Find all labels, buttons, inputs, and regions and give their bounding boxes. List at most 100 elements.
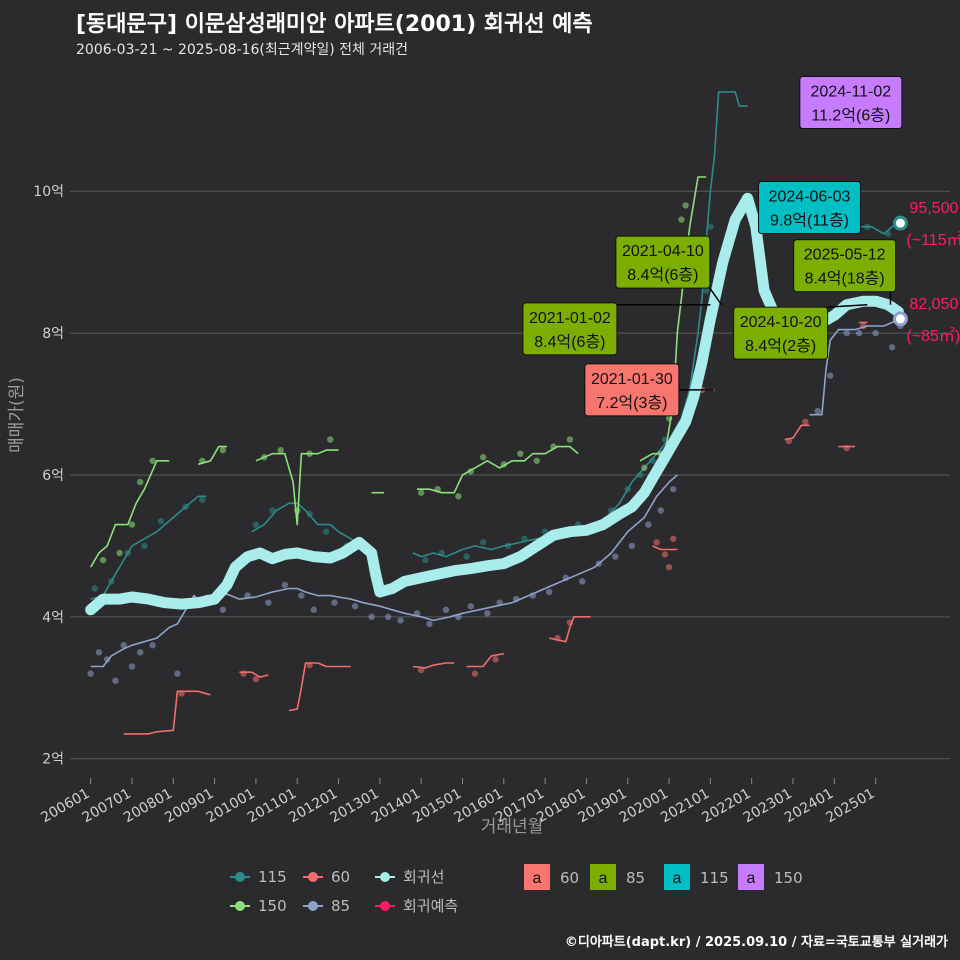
y-axis-title: 매매가(원) [7,377,27,453]
series-60-line [239,671,269,678]
series-60-line [412,662,455,669]
legend-label: 회귀예측 [403,897,458,915]
annotation-leader [709,287,723,306]
annotation-price: 8.4억(18층) [805,270,885,288]
series-150-point [99,556,107,564]
legend-point-swatch [235,872,245,882]
annotation-box [584,363,680,417]
series-60-line [288,662,351,712]
series-115-point [157,517,165,525]
series-60-point [843,444,850,452]
series-150-point [517,450,524,457]
series-85-point [384,613,392,621]
series-85-point [579,578,586,585]
series-85-point [310,606,317,613]
legend-box-swatch [738,864,764,890]
series-85-point [174,670,181,677]
series-85-point [467,603,474,610]
series-85-line [90,474,678,668]
series-85-point [95,649,103,656]
annotation-price: 9.8억(11층) [770,212,849,230]
legend-box-swatch [590,864,616,890]
series-85-point [87,670,94,677]
series-150-line [255,449,339,526]
series-85-point [814,407,821,415]
y-tick-label: 8억 [42,326,64,342]
series-85-point [137,649,144,656]
legend-point-swatch [380,901,390,911]
series-150-line [639,176,707,462]
annotation-price: 8.4억(2층) [745,337,816,355]
legend-point-swatch [308,872,318,882]
y-tick-label: 10억 [33,184,64,200]
series-150-line [417,445,579,494]
series-150-point [327,436,334,443]
forecast-point [892,311,908,327]
legend-box-glyph: a [533,870,542,887]
forecast-area: (~115㎡) [906,231,960,249]
annotation-box [799,76,903,130]
series-150-point [479,454,487,461]
series-85-point [112,677,119,684]
series-150-point [533,457,541,464]
legend-point-swatch [235,901,245,911]
series-115-point [422,556,429,564]
x-axis: 2006012007012008012009012010012011012012… [38,778,878,826]
legend-label: 회귀선 [403,868,444,886]
series-60-point [661,551,669,558]
series-115-point [703,287,710,294]
series-85-point [843,329,850,337]
series-85-point [281,581,289,589]
series-60-line [652,545,678,551]
annotation-price: 11.2억(6층) [811,107,890,125]
series-85-point [128,663,136,670]
legend-box-swatch [524,864,550,890]
series-150-line [197,445,227,466]
series-115-point [252,521,260,528]
series-85-point [149,642,156,649]
legend-label: 115 [258,868,287,886]
annotation-date: 2024-11-02 [811,84,892,101]
series-115-point [479,539,487,546]
forecast-area: (~85㎡) [906,327,960,345]
series-85-point [484,610,491,617]
legend-box-swatch [664,864,690,890]
annotation-leader [827,303,868,308]
series-150-point [566,436,574,443]
series-115-point [707,223,714,230]
series-150-line [90,460,170,568]
series-115-line [412,91,748,558]
annotation-date: 2024-06-03 [769,189,851,206]
legend-box-glyph: a [747,870,756,887]
legend-label: 115 [700,869,729,887]
annotation-date: 2021-01-30 [591,371,673,388]
series-115-point [269,507,276,514]
series-85-point [546,588,553,596]
series-150-point [116,549,123,557]
annotation-layer: 2024-11-02 11.2억(6층) 2024-06-03 9.8억(11층) 20… [522,76,903,417]
series-150-point [219,446,227,454]
chart-title: [동대문구] 이문삼성래미안 아파트(2001) 회귀선 예측 [76,12,593,37]
annotation-box [522,302,618,356]
series-85-point [657,507,664,514]
legend-label: 150 [258,897,287,915]
series-60-point [417,666,425,674]
y-axis: 2억 4억 6억 8억 10억 [33,184,64,767]
series-115-point [141,542,148,550]
series-85-point [669,485,677,493]
annotation-date: 2025-05-12 [804,247,886,264]
series-85-point [426,620,433,628]
legend-point-swatch [308,901,318,911]
series-115-point [322,528,330,535]
series-150-point [455,493,462,500]
legend-box-glyph: a [599,870,608,887]
series-85-point [219,606,227,613]
series-85-point [872,329,879,337]
series-85-point [265,599,272,606]
forecast-value: 95,500 [909,200,958,217]
series-85-point [612,553,619,560]
series-150-point [128,521,136,528]
series-150-point [277,446,284,454]
series-150-point [678,216,685,223]
